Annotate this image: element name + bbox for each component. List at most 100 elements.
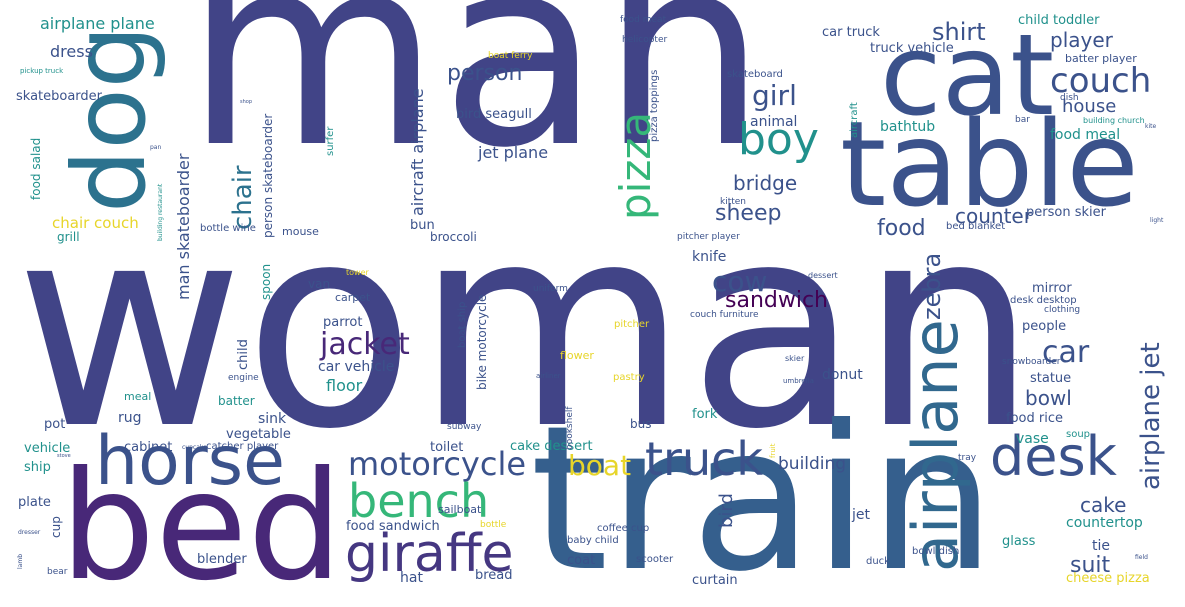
word-food-sandwich: food sandwich: [346, 519, 440, 534]
word-toilet: toilet: [430, 440, 464, 455]
word-batter: batter: [218, 394, 255, 408]
word-ship: ship: [24, 460, 51, 475]
word-bottle: bottle: [480, 520, 507, 530]
word-tray: tray: [958, 453, 977, 463]
word-bathtub: bathtub: [880, 119, 936, 135]
word-sandwich: sandwich: [725, 288, 828, 313]
word-airliner: airliner: [536, 372, 561, 380]
word-rug: rug: [118, 410, 142, 426]
word-child: child: [236, 339, 251, 370]
word-food-meal: food meal: [1050, 127, 1121, 143]
word-skier: skier: [785, 354, 805, 363]
word-bed-blanket: bed blanket: [946, 221, 1006, 232]
word-baby-child: baby child: [567, 535, 619, 546]
word-couch: couch: [1050, 61, 1152, 101]
word-giraffe: giraffe: [345, 524, 514, 584]
word-bar: bar: [1015, 115, 1030, 125]
word-meal: meal: [124, 390, 152, 403]
word-soup: soup: [1066, 429, 1091, 440]
word-glass: glass: [1002, 534, 1036, 549]
word-food-rice: food rice: [1006, 411, 1063, 426]
word-car-vehicle: car vehicle: [318, 359, 395, 375]
word-uniform: uniform: [533, 284, 568, 294]
word-jacket: jacket: [320, 327, 410, 362]
word-vase: vase: [1016, 431, 1049, 447]
word-zebra: zebra: [918, 252, 946, 320]
word-horse: horse: [95, 422, 285, 501]
word-boat-ship: boat ship: [457, 301, 468, 348]
word-cheese-pizza: cheese pizza: [1066, 571, 1150, 586]
word-vehicle: vehicle: [24, 441, 71, 456]
word-person-skateboarder: person skateboarder: [261, 113, 275, 238]
word-boat-ferry: boat ferry: [488, 51, 533, 61]
word-bowl-dish: bowl dish: [912, 546, 960, 557]
word-bottle-wine: bottle wine: [200, 223, 256, 234]
word-animal: animal: [750, 114, 798, 130]
word-pot: pot: [44, 417, 66, 432]
word-girl: girl: [752, 79, 797, 112]
word-people: people: [1022, 319, 1067, 334]
word-airplane-jet: airplane jet: [1136, 342, 1166, 490]
word-bread: bread: [475, 568, 513, 583]
word-bowl: bowl: [1025, 386, 1072, 410]
word-subway: subway: [447, 422, 482, 432]
word-fruit: fruit: [769, 443, 777, 458]
word-building-restaurant: building restaurant: [157, 183, 164, 241]
word-vegetable: vegetable: [226, 427, 291, 442]
word-cake-dessert: cake dessert: [510, 439, 593, 454]
word-jet: jet: [852, 507, 870, 523]
word-person-skier: person skier: [1026, 205, 1106, 220]
word-pizza-toppings: pizza toppings: [649, 69, 660, 142]
word-cup: cup: [49, 516, 63, 538]
word-cabinet: cabinet: [124, 440, 173, 455]
word-sink: sink: [258, 411, 287, 427]
word-pickup-truck: pickup truck: [20, 67, 64, 75]
word-car-truck: car truck: [822, 25, 880, 40]
word-cow: cow: [712, 265, 768, 298]
word-building: building: [778, 454, 847, 474]
word-blender: blender: [197, 552, 247, 567]
word-light: light: [1150, 217, 1164, 224]
word-food: food: [877, 216, 926, 241]
word-bookshelf: bookshelf: [565, 406, 575, 450]
word-clothing: clothing: [1044, 305, 1081, 315]
word-cake: cake: [1080, 493, 1127, 517]
word-airplane-plane: airplane plane: [40, 14, 155, 33]
word-tower: tower: [346, 268, 369, 277]
word-truck-vehicle: truck vehicle: [870, 41, 954, 56]
word-catcher-player: catcher player: [206, 441, 279, 452]
word-hat: hat: [400, 570, 423, 586]
word-knife: knife: [692, 249, 727, 265]
word-train: train: [530, 383, 996, 607]
word-engine: engine: [228, 373, 259, 383]
word-chair: chair: [228, 165, 258, 230]
word-bridge: bridge: [733, 171, 798, 195]
word-duck: duck: [866, 556, 890, 567]
word-food-salad: food salad: [29, 137, 43, 200]
word-dresser: dresser: [18, 529, 41, 536]
word-snowboarder: snowboarder: [1002, 357, 1061, 367]
word-dish: dish: [1060, 93, 1079, 103]
word-helicopter: helicopter: [622, 35, 668, 45]
word-curtain: curtain: [692, 573, 738, 588]
word-pitcher-player: pitcher player: [677, 232, 740, 242]
word-truck: truck: [645, 432, 764, 486]
word-desk-desktop: desk desktop: [1010, 295, 1077, 306]
word-stove: stove: [57, 453, 71, 459]
word-counter: counter: [955, 204, 1032, 228]
word-chair-couch: chair couch: [52, 214, 139, 232]
word-tie: tie: [1092, 538, 1110, 554]
word-bird: bird: [716, 493, 737, 528]
word-bike-motorcycle: bike motorcycle: [475, 294, 489, 390]
word-aircraft: aircraft: [849, 102, 860, 138]
word-jet-plane: jet plane: [478, 143, 549, 162]
word-suit: suit: [1070, 553, 1111, 578]
word-woman: woman: [15, 165, 1038, 491]
word-flower: flower: [560, 349, 594, 362]
word-man: man: [185, 0, 767, 205]
word-coat: coat: [567, 553, 596, 568]
word-house: house: [1062, 96, 1117, 117]
word-dress: dress: [50, 42, 93, 61]
word-mirror: mirror: [1032, 281, 1072, 296]
